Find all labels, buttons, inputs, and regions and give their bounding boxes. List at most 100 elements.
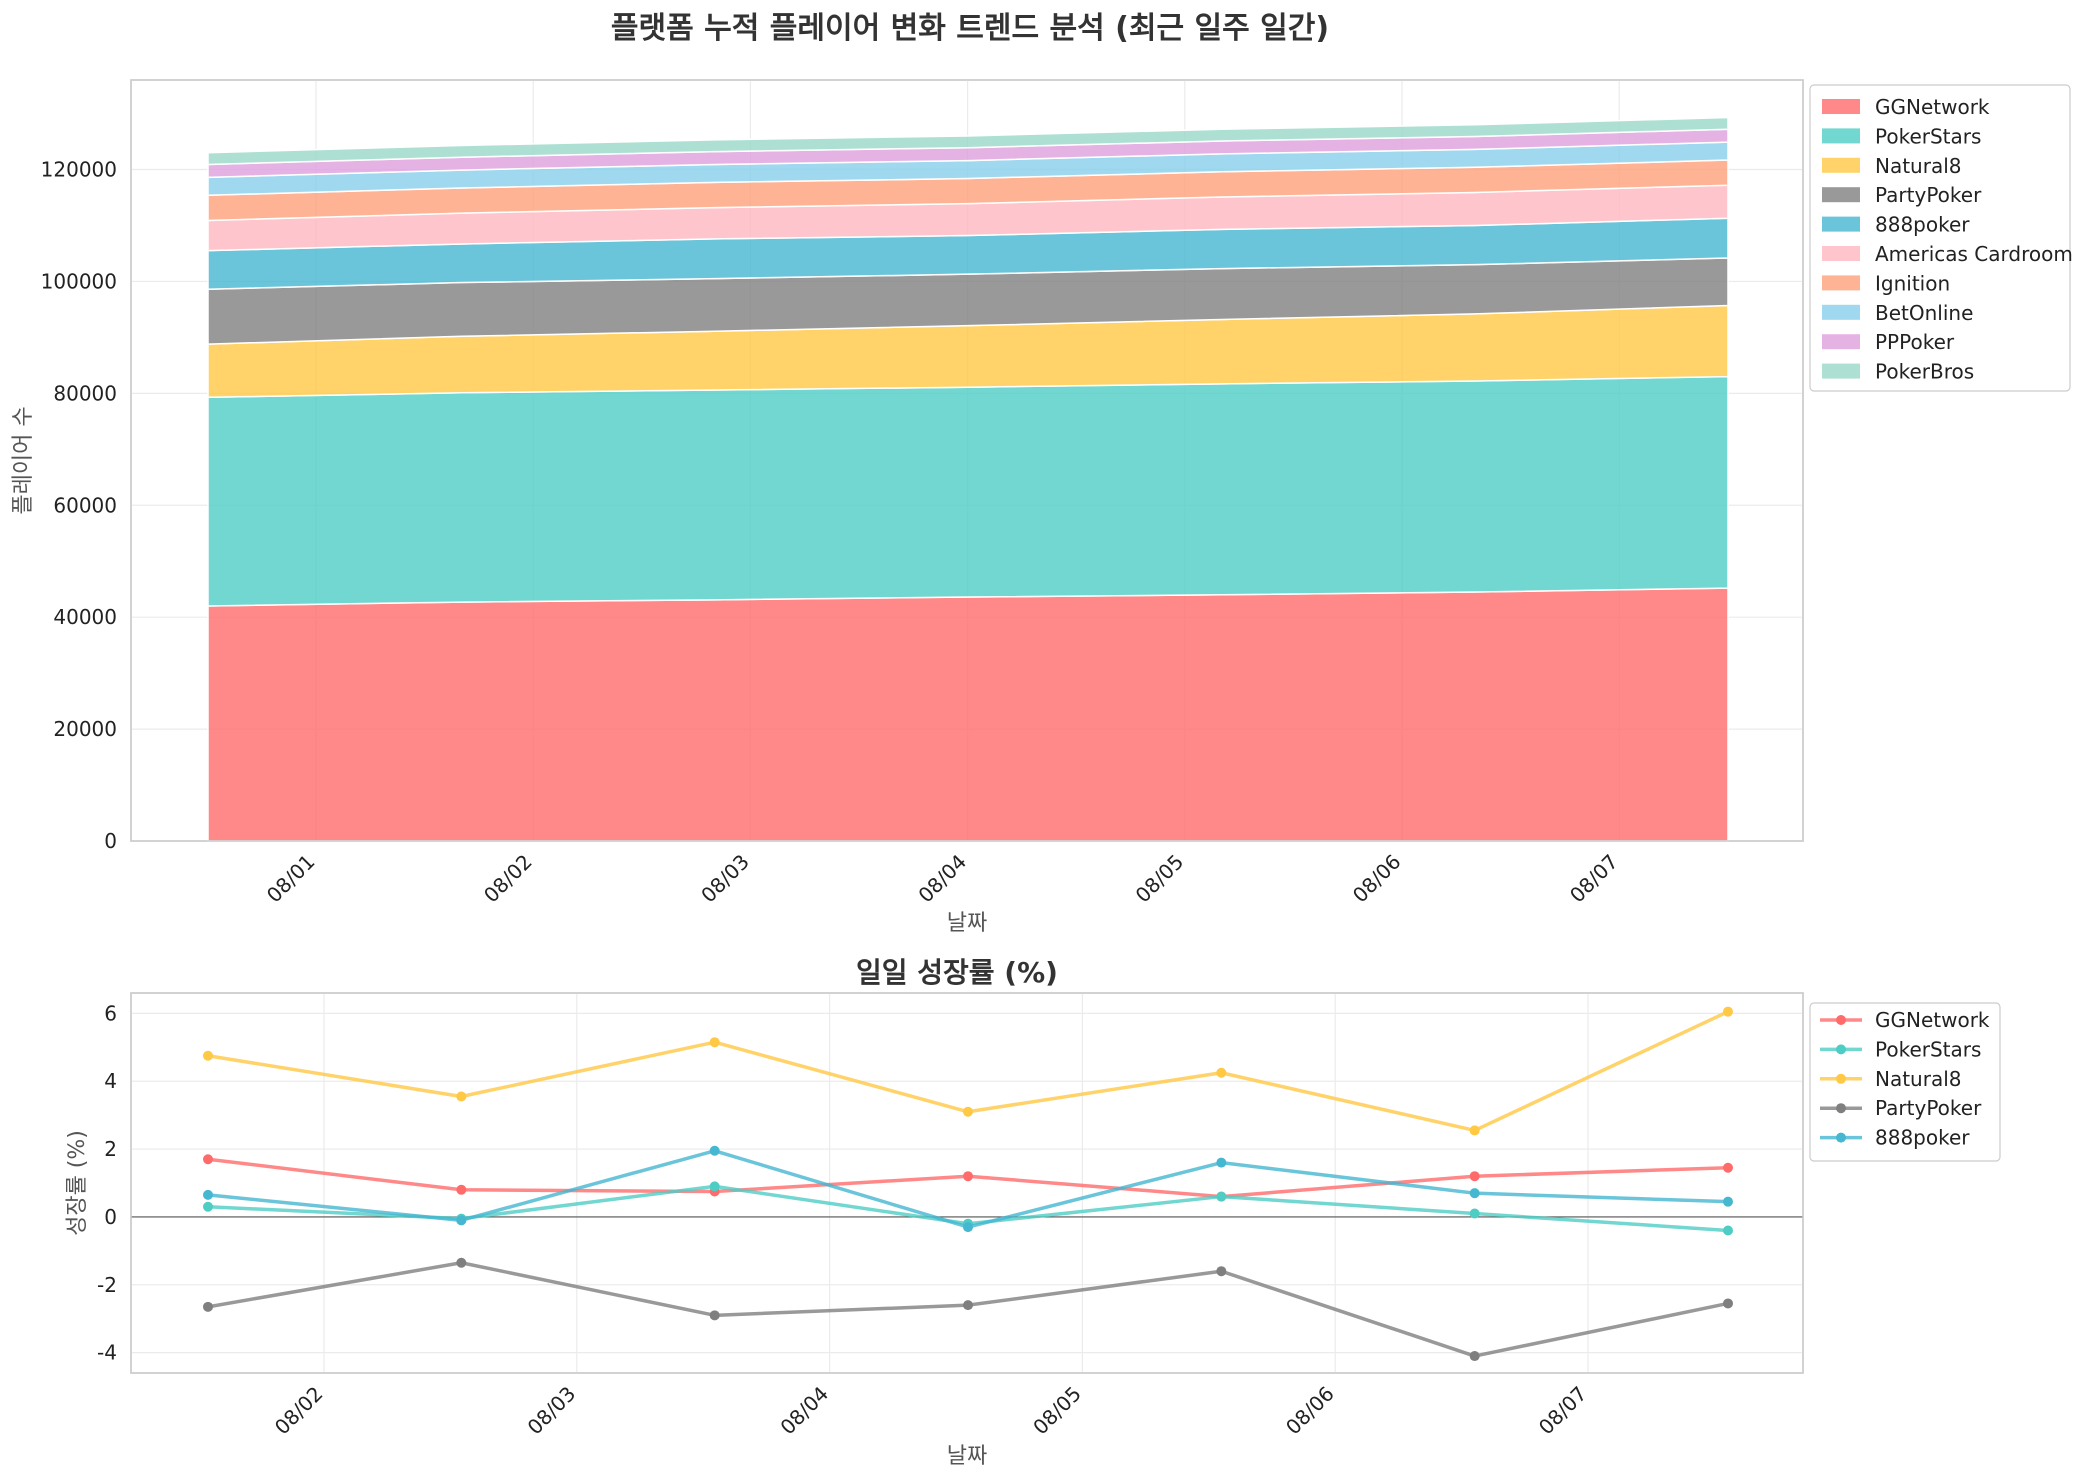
point-ggnetwork xyxy=(203,1154,213,1165)
point-partypoker xyxy=(456,1257,467,1268)
x-tick-label: 08/06 xyxy=(1348,850,1406,908)
point-pokerstars xyxy=(203,1201,213,1212)
plot-frame xyxy=(130,992,1804,1374)
point-partypoker xyxy=(963,1300,973,1311)
point-natural8 xyxy=(1469,1125,1480,1136)
point-natural8 xyxy=(963,1106,973,1117)
x-tick-label: 08/01 xyxy=(262,850,320,908)
point-888poker xyxy=(1216,1157,1227,1168)
legend-box xyxy=(1809,84,2071,392)
legend-swatch xyxy=(1822,304,1860,320)
point-888poker xyxy=(1469,1188,1480,1199)
point-natural8 xyxy=(203,1050,213,1061)
x-tick-label: 08/06 xyxy=(1281,1382,1339,1440)
legend-label: PartyPoker xyxy=(1875,183,1982,207)
legend-label: PokerStars xyxy=(1875,1037,1981,1061)
legend-swatch xyxy=(1822,363,1860,379)
x-tick-label: 08/07 xyxy=(1534,1382,1592,1440)
point-pokerstars xyxy=(1723,1225,1733,1236)
y-tick-label: 120000 xyxy=(41,158,117,182)
legend-marker xyxy=(1836,1132,1846,1143)
x-axis-label: 날짜 xyxy=(947,1444,987,1469)
y-tick-label: 4 xyxy=(104,1069,117,1093)
legend-swatch xyxy=(1822,246,1860,261)
point-ggnetwork xyxy=(1723,1162,1733,1173)
y-tick-label: 0 xyxy=(104,829,117,853)
plot-frame xyxy=(130,79,1804,842)
point-ggnetwork xyxy=(963,1171,973,1182)
y-tick-label: -4 xyxy=(97,1341,117,1365)
y-tick-label: 6 xyxy=(104,1001,117,1025)
y-tick-label: 0 xyxy=(104,1205,117,1229)
point-pokerstars xyxy=(709,1181,720,1192)
x-tick-label: 08/04 xyxy=(775,1382,833,1440)
point-pokerstars xyxy=(1469,1208,1480,1219)
legend-swatch xyxy=(1822,216,1860,232)
area-ggnetwork xyxy=(207,587,1729,842)
x-tick-label: 08/05 xyxy=(1131,850,1189,908)
legend-label: GGNetwork xyxy=(1875,1008,1990,1032)
legend-swatch xyxy=(1822,128,1860,144)
x-tick-label: 08/03 xyxy=(523,1382,581,1440)
legend-marker xyxy=(1836,1015,1846,1025)
plot-area xyxy=(130,992,1804,1374)
point-natural8 xyxy=(709,1037,720,1048)
y-tick-label: 20000 xyxy=(53,717,117,741)
legend-swatch xyxy=(1822,99,1860,114)
legend-label: Natural8 xyxy=(1875,154,1962,178)
figure-title: 플랫폼 누적 플레이어 변화 트렌드 분석 (최근 일주 일간) xyxy=(611,11,1329,46)
subplot-title: 일일 성장률 (%) xyxy=(856,956,1058,989)
point-888poker xyxy=(963,1222,973,1233)
legend-label: 888poker xyxy=(1875,213,1970,237)
legend-swatch xyxy=(1822,334,1860,350)
point-ggnetwork xyxy=(456,1184,467,1195)
legend-label: PPPoker xyxy=(1875,330,1955,354)
legend-marker xyxy=(1836,1044,1846,1055)
x-tick-label: 08/04 xyxy=(913,850,971,908)
y-tick-label: 100000 xyxy=(41,269,117,293)
legend-label: Americas Cardroom xyxy=(1875,242,2073,266)
point-pokerstars xyxy=(1216,1191,1227,1202)
x-tick-label: 08/05 xyxy=(1028,1382,1086,1440)
x-tick-label: 08/02 xyxy=(479,850,537,908)
legend-label: PokerBros xyxy=(1875,360,1974,384)
point-natural8 xyxy=(1216,1067,1227,1078)
legend-label: GGNetwork xyxy=(1875,95,1990,119)
y-tick-label: 80000 xyxy=(53,381,117,405)
legend-label: PokerStars xyxy=(1875,124,1981,148)
area-pokerbros xyxy=(207,116,1729,166)
point-partypoker xyxy=(203,1301,213,1312)
y-axis-label: 성장률 (%) xyxy=(65,1130,90,1236)
legend-box xyxy=(1809,1002,2001,1162)
legend-swatch xyxy=(1822,187,1860,203)
point-natural8 xyxy=(456,1091,467,1102)
legend-marker xyxy=(1836,1073,1846,1084)
y-tick-label: -2 xyxy=(97,1273,117,1297)
legend-label: PartyPoker xyxy=(1875,1096,1982,1120)
legend-label: BetOnline xyxy=(1875,301,1973,325)
y-tick-label: 60000 xyxy=(53,493,117,517)
point-888poker xyxy=(709,1145,720,1156)
growth-rate-line-chart: 일일 성장률 (%) -4 -2 0 2 4 6 08/02 08/03 08/04 08/05 08… xyxy=(65,956,2001,1469)
point-partypoker xyxy=(1216,1266,1227,1277)
x-axis-label: 날짜 xyxy=(947,911,987,936)
y-tick-label: 2 xyxy=(104,1137,117,1161)
x-tick-label: 08/03 xyxy=(696,850,754,908)
point-partypoker xyxy=(1469,1351,1480,1362)
x-tick-label: 08/02 xyxy=(270,1382,328,1440)
legend-swatch xyxy=(1822,275,1860,291)
point-natural8 xyxy=(1723,1006,1733,1017)
point-partypoker xyxy=(709,1310,720,1321)
point-888poker xyxy=(456,1215,467,1226)
legend-label: 888poker xyxy=(1875,1126,1970,1150)
area-pokerstars xyxy=(207,375,1729,607)
x-tick-label: 08/07 xyxy=(1565,850,1623,908)
legend-marker xyxy=(1836,1103,1846,1114)
stacked-area-chart: 0 20000 40000 60000 80000 100000 120000 08/01 08… xyxy=(11,79,2073,936)
point-partypoker xyxy=(1723,1298,1733,1309)
point-888poker xyxy=(1723,1196,1733,1207)
legend-label: Ignition xyxy=(1875,271,1950,295)
point-ggnetwork xyxy=(1469,1171,1480,1182)
